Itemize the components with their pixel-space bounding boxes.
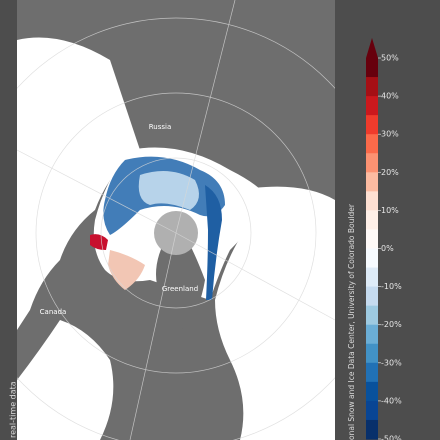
colorbar-segment bbox=[366, 305, 378, 326]
region-label: Alaska bbox=[56, 198, 79, 206]
colorbar-segment bbox=[366, 153, 378, 173]
colorbar-segment bbox=[366, 210, 378, 230]
colorbar-segment bbox=[366, 172, 378, 192]
colorbar-segment bbox=[366, 58, 378, 78]
graticule bbox=[175, 232, 335, 321]
ocean-atlantic bbox=[215, 186, 335, 440]
colorbar-arrow bbox=[366, 38, 378, 58]
graticule bbox=[129, 232, 177, 440]
region-label: Russia bbox=[149, 123, 172, 131]
map: Russia Alaska Greenland Canada Europe bbox=[17, 0, 335, 440]
colorbar-tick-label: -20% bbox=[381, 320, 402, 329]
colorbar-segment bbox=[366, 229, 378, 249]
colorbar-tick-label: 30% bbox=[381, 130, 399, 139]
colorbar-segment bbox=[366, 381, 378, 402]
graticule bbox=[35, 92, 317, 374]
anomaly-blue bbox=[205, 185, 222, 300]
ocean-pacific bbox=[17, 37, 140, 330]
colorbar-segment bbox=[366, 96, 378, 116]
colorbar-tick-label: 20% bbox=[381, 168, 399, 177]
colorbar-segment bbox=[366, 134, 378, 154]
colorbar-tick-label: 0% bbox=[381, 244, 394, 253]
colorbar-segment bbox=[366, 343, 378, 364]
colorbar-segment bbox=[366, 286, 378, 307]
colorbar-segment bbox=[366, 400, 378, 421]
legend-panel bbox=[335, 0, 440, 440]
colorbar-tick-label: 10% bbox=[381, 206, 399, 215]
region-label: Greenland bbox=[162, 285, 198, 293]
colorbar-tick-label: -30% bbox=[381, 358, 402, 367]
colorbar-tick-label: -50% bbox=[381, 435, 402, 440]
region-label: Canada bbox=[40, 308, 67, 316]
colorbar-tick-label: 40% bbox=[381, 92, 399, 101]
colorbar-tick-label: -40% bbox=[381, 396, 402, 405]
sidebar bbox=[0, 0, 17, 440]
colorbar-segment bbox=[366, 324, 378, 345]
colorbar-segment bbox=[366, 362, 378, 383]
graticule bbox=[17, 17, 335, 440]
colorbar-segment bbox=[366, 115, 378, 135]
region-label: Europe bbox=[307, 341, 332, 349]
colorbar-segment bbox=[366, 267, 378, 288]
colorbar-segment bbox=[366, 77, 378, 97]
graticule bbox=[100, 157, 252, 309]
graticule bbox=[175, 0, 236, 234]
anomaly-red bbox=[90, 234, 108, 250]
colorbar-segment bbox=[366, 248, 378, 269]
ocean-hudson bbox=[17, 320, 114, 440]
credit: onal Snow and Ice Data Center, Universit… bbox=[347, 203, 356, 440]
graticule bbox=[17, 149, 177, 234]
colorbar-segment bbox=[366, 191, 378, 211]
sidebar-text: real-time data bbox=[9, 381, 18, 438]
colorbar-tick-label: 50% bbox=[381, 54, 399, 63]
colorbar-segment bbox=[366, 419, 378, 440]
colorbar-tick-label: -10% bbox=[381, 282, 402, 291]
